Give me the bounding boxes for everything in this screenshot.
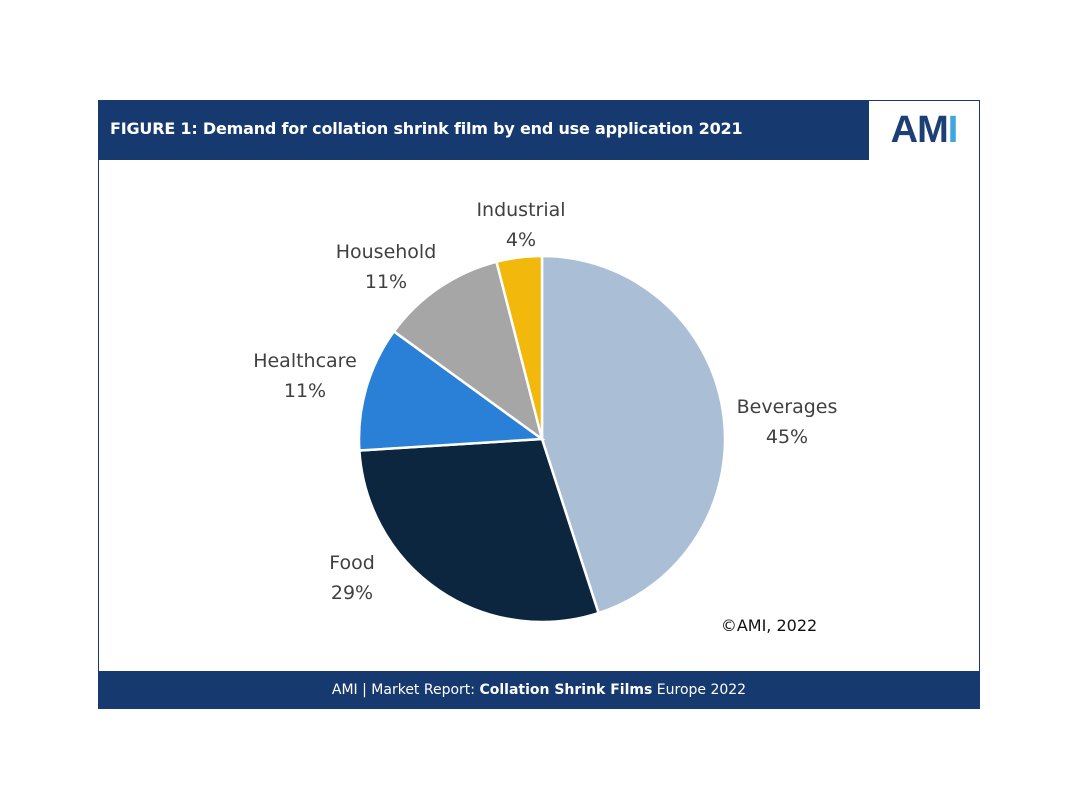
slice-value-industrial: 4% <box>506 229 536 251</box>
slice-label-food: Food <box>329 552 375 574</box>
pie-slice-household <box>392 260 545 443</box>
footer-suffix: Europe 2022 <box>652 681 747 698</box>
pie-slices <box>357 254 727 624</box>
slice-value-household: 11% <box>365 271 407 293</box>
figure-panel: FIGURE 1: Demand for collation shrink fi… <box>98 100 980 709</box>
ami-logo: AM I <box>869 101 979 160</box>
slice-value-healthcare: 11% <box>284 380 326 402</box>
pie-slice-beverages <box>540 254 727 615</box>
slice-value-beverages: 45% <box>766 426 808 448</box>
slice-label-beverages: Beverages <box>737 396 838 418</box>
footer-prefix: AMI | Market Report: <box>331 681 480 698</box>
footer-report-name: Collation Shrink Films <box>479 681 653 698</box>
figure-title: FIGURE 1: Demand for collation shrink fi… <box>110 119 743 138</box>
figure-footer: AMI | Market Report: Collation Shrink Fi… <box>99 671 979 708</box>
pie-labels: Beverages 45% Food 29% Healthcare 11% Househol… <box>253 199 837 604</box>
logo-text-i: I <box>947 109 959 151</box>
pie-slice-healthcare <box>357 329 546 452</box>
pie-slice-food <box>358 437 601 624</box>
copyright-text: ©AMI, 2022 <box>721 616 817 635</box>
figure-header: FIGURE 1: Demand for collation shrink fi… <box>99 101 869 160</box>
slice-label-industrial: Industrial <box>476 199 565 221</box>
pie-slice-industrial <box>494 254 544 440</box>
slice-label-household: Household <box>336 241 437 263</box>
logo-text-am: AM <box>890 109 949 151</box>
slice-value-food: 29% <box>331 582 373 604</box>
slice-label-healthcare: Healthcare <box>253 350 357 372</box>
pie-chart: Beverages 45% Food 29% Healthcare 11% Househol… <box>253 199 837 635</box>
